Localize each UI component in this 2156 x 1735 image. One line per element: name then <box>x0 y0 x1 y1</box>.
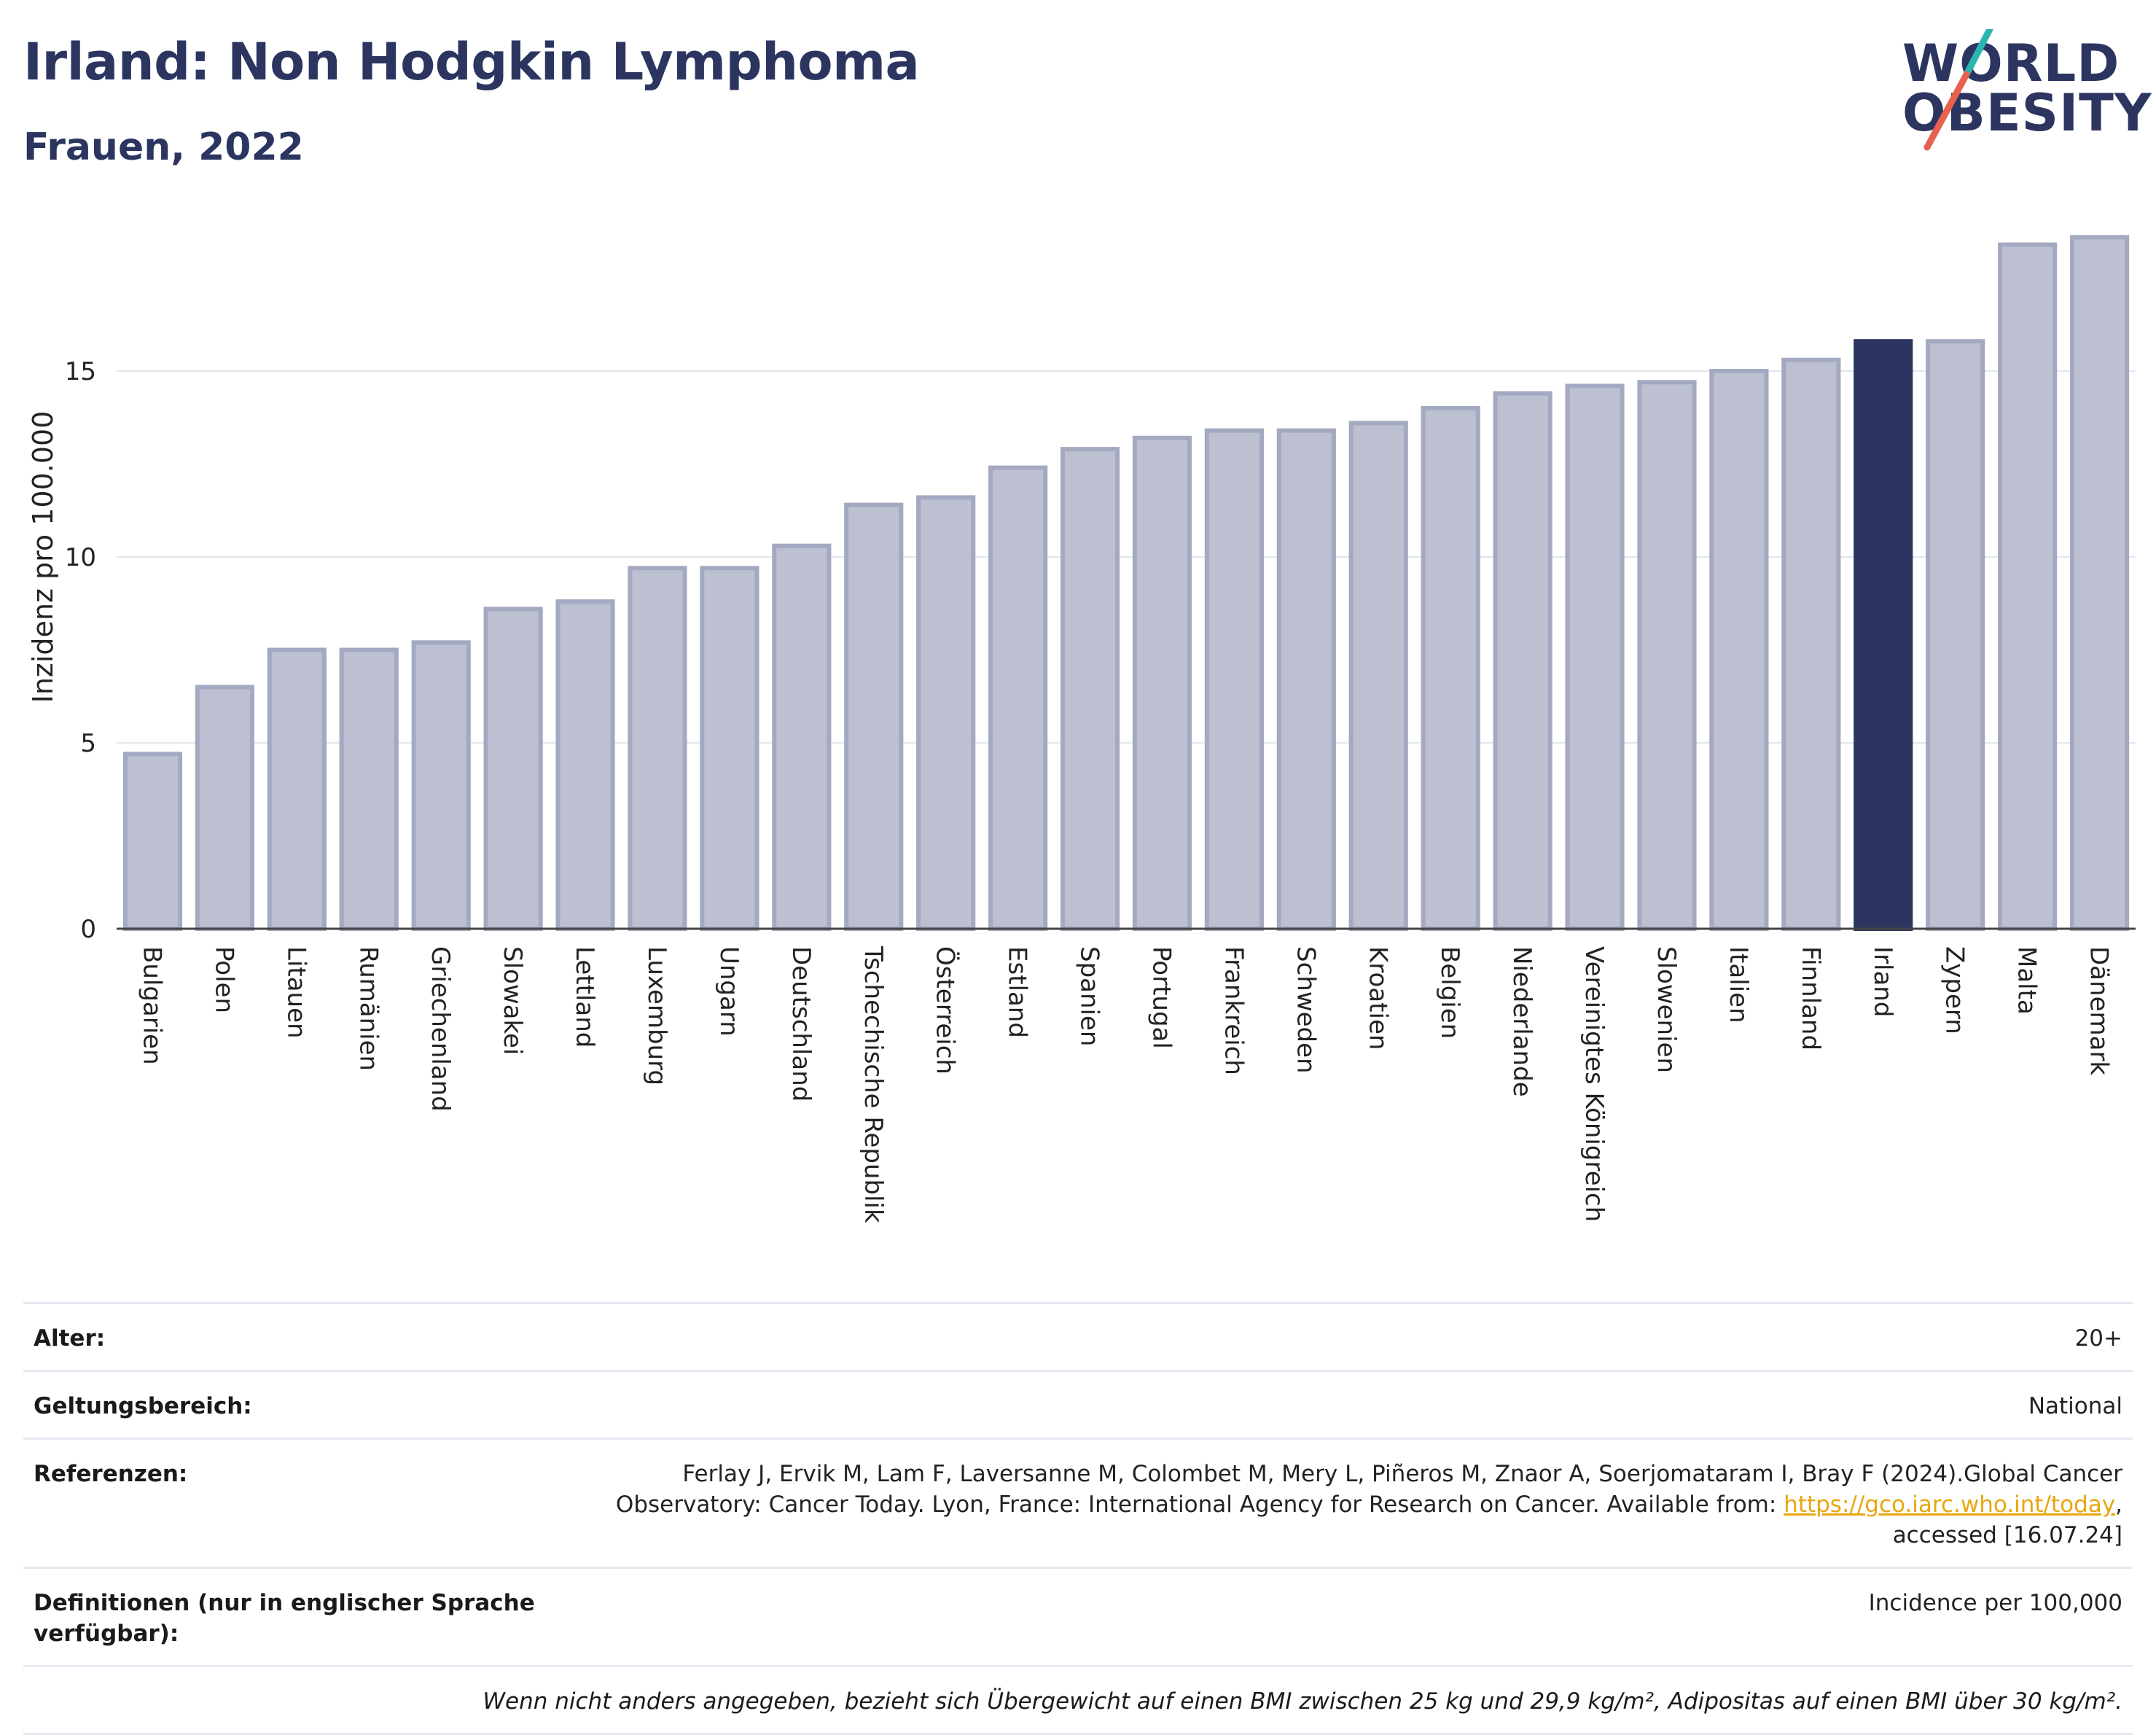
x-tick-label: Italien <box>1724 946 1753 1024</box>
x-tick-label: Niederlande <box>1507 946 1536 1097</box>
x-axis-labels: Bulgarien Polen Litauen Rumänien Griechenlan… <box>137 946 2113 1223</box>
bar-slowakei <box>483 607 543 932</box>
bar-dänemark <box>2069 235 2130 931</box>
info-row-note: Wenn nicht anders angegeben, bezieht sic… <box>23 1665 2133 1735</box>
bar-finnland <box>1781 357 1841 931</box>
x-tick-label: Zypern <box>1940 946 1969 1034</box>
logo-slash-icon <box>1923 29 1993 151</box>
x-tick-label: Lettland <box>570 946 599 1048</box>
bar-belgien <box>1421 406 1480 931</box>
y-tick-label: 10 <box>65 543 96 572</box>
x-tick-label: Dänemark <box>2085 946 2114 1075</box>
info-table: Alter: 20+ Geltungsbereich: National Ref… <box>23 1302 2133 1735</box>
page-title: Irland: Non Hodgkin Lymphoma <box>23 32 920 92</box>
bar-ungarn <box>700 566 759 931</box>
info-row-age: Alter: 20+ <box>23 1302 2133 1370</box>
x-tick-label: Belgien <box>1435 946 1464 1039</box>
x-tick-label: Spanien <box>1075 946 1104 1046</box>
page-subtitle: Frauen, 2022 <box>23 125 304 169</box>
x-tick-label: Schweden <box>1291 946 1320 1074</box>
x-tick-label: Frankreich <box>1219 946 1248 1075</box>
references-key: Referenzen: <box>34 1461 188 1487</box>
bar-griechenland <box>411 640 471 931</box>
reference-line-1: Ferlay J, Ervik M, Lam F, Laversanne M, … <box>682 1461 2122 1487</box>
scope-key: Geltungsbereich: <box>34 1393 252 1419</box>
x-tick-label: Griechenland <box>426 946 455 1112</box>
reference-line-2-end: , <box>2115 1492 2122 1518</box>
bar-niederlande <box>1493 391 1552 932</box>
bar-estland <box>988 465 1048 932</box>
bar-frankreich <box>1204 428 1264 932</box>
age-value: 20+ <box>2074 1325 2122 1352</box>
reference-line-2: Observatory: Cancer Today. Lyon, France:… <box>558 1489 2122 1520</box>
x-tick-label: Rumänien <box>354 946 383 1071</box>
reference-line-3: accessed [16.07.24] <box>1892 1522 2122 1548</box>
bar-deutschland <box>772 543 832 931</box>
bar-irland <box>1854 339 1913 931</box>
bar-österreich <box>916 495 976 931</box>
x-tick-label: Tschechische Republik <box>859 946 888 1223</box>
x-tick-label: Irland <box>1868 946 1897 1017</box>
bar-kroatien <box>1348 421 1408 931</box>
world-obesity-logo: WORLD OBESITY <box>1902 29 2152 153</box>
x-tick-label: Luxemburg <box>642 946 671 1085</box>
footnote: Wenn nicht anders angegeben, bezieht sic… <box>483 1688 2122 1715</box>
bar-tschechische-republik <box>844 502 904 932</box>
bar-slowenien <box>1637 380 1697 932</box>
bar-spanien <box>1060 447 1120 932</box>
x-tick-label: Ungarn <box>714 946 743 1037</box>
y-tick-label: 15 <box>65 357 96 386</box>
bar-zypern <box>1926 339 1985 931</box>
definitions-value: Incidence per 100,000 <box>1868 1590 2122 1616</box>
x-tick-label: Polen <box>209 946 238 1013</box>
info-row-definitions: Definitionen (nur in englischer Sprache … <box>23 1567 2133 1665</box>
x-tick-label: Slowakei <box>498 946 527 1055</box>
reference-line-2-text: Observatory: Cancer Today. Lyon, France:… <box>615 1492 1784 1518</box>
age-key: Alter: <box>34 1325 106 1352</box>
y-tick-label: 0 <box>80 915 96 944</box>
logo-line-1: WORLD <box>1902 34 2120 93</box>
x-tick-label: Malta <box>2012 946 2042 1015</box>
bar-polen <box>195 685 254 931</box>
x-tick-label: Österreich <box>931 946 961 1075</box>
x-tick-label: Bulgarien <box>137 946 166 1065</box>
reference-link[interactable]: https://gco.iarc.who.int/today <box>1784 1492 2116 1518</box>
bar-bulgarien <box>122 752 183 931</box>
x-tick-label: Vereinigtes Königreich <box>1579 946 1609 1222</box>
scope-value: National <box>2028 1393 2122 1419</box>
bar-series <box>122 235 2130 932</box>
bar-vereinigtes-königreich <box>1565 383 1625 931</box>
bar-schweden <box>1276 428 1336 932</box>
bar-italien <box>1709 369 1769 931</box>
info-row-scope: Geltungsbereich: National <box>23 1370 2133 1438</box>
info-row-references: Referenzen: Ferlay J, Ervik M, Lam F, La… <box>23 1438 2133 1567</box>
bar-lettland <box>555 599 615 931</box>
bar-portugal <box>1132 435 1192 931</box>
x-tick-label: Finnland <box>1796 946 1825 1050</box>
x-tick-label: Slowenien <box>1652 946 1681 1073</box>
bar-chart: 0 5 10 15 Bulgarien Polen Litauen Rumänien Grie… <box>27 235 2136 1223</box>
y-axis-ticks: 0 5 10 15 <box>65 357 96 944</box>
bar-litauen <box>267 647 327 931</box>
x-tick-label: Kroatien <box>1363 946 1392 1050</box>
x-tick-label: Portugal <box>1147 946 1176 1049</box>
y-axis-title: Inzidenz pro 100.000 <box>27 411 59 703</box>
bar-luxemburg <box>628 566 687 931</box>
references-value: Ferlay J, Ervik M, Lam F, Laversanne M, … <box>558 1459 2122 1551</box>
definitions-key: Definitionen (nur in englischer Sprache … <box>34 1590 535 1647</box>
y-tick-label: 5 <box>80 729 96 758</box>
bar-rumänien <box>339 647 399 931</box>
x-tick-label: Estland <box>1003 946 1032 1038</box>
x-tick-label: Litauen <box>281 946 310 1039</box>
x-tick-label: Deutschland <box>786 946 816 1102</box>
bar-malta <box>1998 242 2058 932</box>
